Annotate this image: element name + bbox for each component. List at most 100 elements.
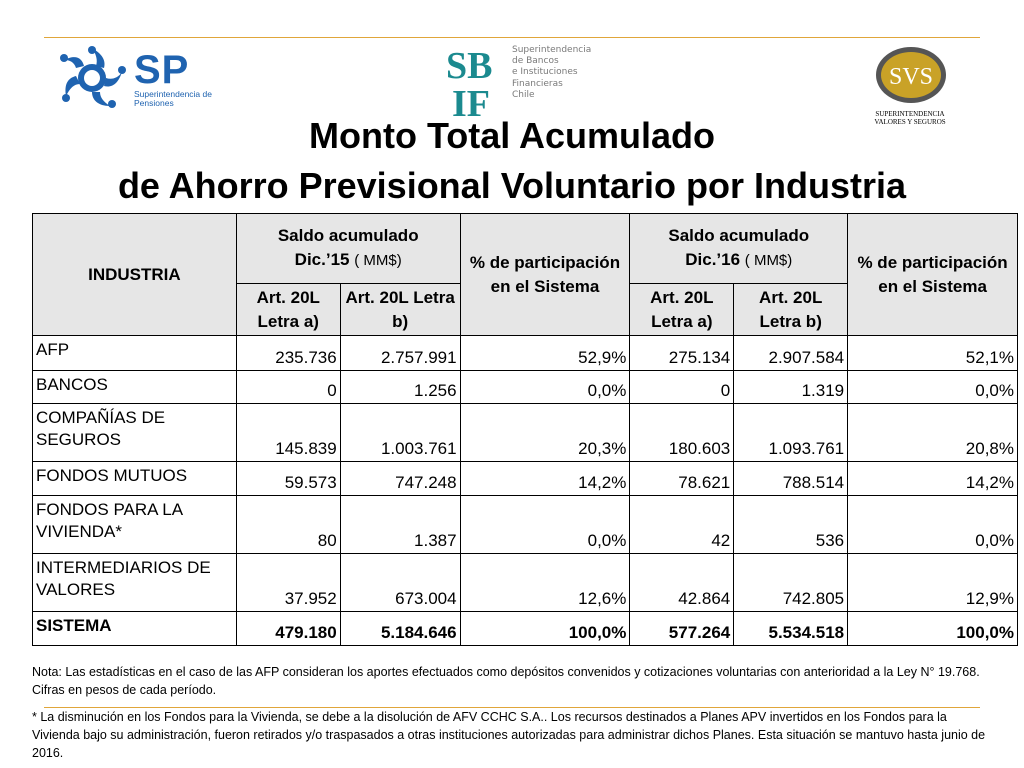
page-title-line1: Monto Total Acumulado — [309, 115, 715, 156]
header-saldo-2015: Saldo acumulado Dic.’15 ( MM$) — [235, 213, 461, 284]
header-saldo-2016-line2: Dic.’16 ( MM$) — [633, 248, 844, 273]
table-row: FONDOS MUTUOS 59.573 747.248 14,2% 78.621 788… — [32, 461, 1018, 496]
svs-sub-line: VALORES Y SEGUROS — [874, 118, 946, 126]
saldo-2016-b-cell: 1.093.761 — [733, 403, 849, 462]
page-title-line2: de Ahorro Previsional Voluntario por Ind… — [117, 165, 907, 206]
industry-cell: COMPAÑÍAS DE SEGUROS — [32, 403, 237, 462]
table-row: FONDOS PARA LA VIVIENDA* 80 1.387 0,0% 42 536… — [32, 495, 1018, 554]
sp-people-ring-icon — [60, 46, 126, 108]
svs-emblem-icon: SVS — [876, 47, 946, 103]
sbif-sub-line: Superintendencia — [512, 45, 592, 55]
saldo-2015-a-cell: 145.839 — [235, 403, 341, 462]
header-saldo-2016-date: Dic.’16 — [685, 250, 741, 269]
note-afp: Nota: Las estadísticas en el caso de las… — [32, 665, 980, 697]
industry-cell: INTERMEDIARIOS DE VALORES — [32, 553, 237, 612]
header-art20l-b-2015: Art. 20L Letra b) — [339, 283, 461, 336]
header-saldo-2016-unit: ( MM$) — [744, 252, 793, 269]
sbif-sub-line: Chile — [512, 89, 535, 100]
participacion-2015-cell: 52,9% — [459, 335, 631, 371]
sbif-sub-line: de Bancos — [512, 56, 559, 67]
saldo-2016-a-cell: 42.864 — [629, 553, 735, 612]
header-saldo-2016-line1: Saldo acumulado — [668, 226, 810, 245]
sbif-logo-subtitle: Superintendencia de Bancos e Institucion… — [512, 45, 592, 101]
table-row: AFP 235.736 2.757.991 52,9% 275.134 2.907.584… — [32, 335, 1018, 371]
header-saldo-2015-date: Dic.’15 — [294, 250, 350, 269]
participacion-2016-cell: 100,0% — [847, 611, 1018, 646]
participacion-2016-cell: 12,9% — [847, 553, 1018, 612]
saldo-2016-b-cell: 742.805 — [733, 553, 849, 612]
table-body: AFP 235.736 2.757.991 52,9% 275.134 2.907.584… — [32, 335, 1018, 646]
participacion-2016-cell: 0,0% — [847, 495, 1018, 554]
participacion-2016-cell: 52,1% — [847, 335, 1018, 371]
svg-text:IF: IF — [452, 83, 490, 118]
saldo-2015-a-cell: 80 — [235, 495, 341, 554]
saldo-2015-b-cell: 1.256 — [339, 370, 461, 404]
saldo-2016-a-cell: 0 — [629, 370, 735, 404]
participacion-2016-cell: 14,2% — [847, 461, 1018, 496]
header-saldo-2015-unit: ( MM$) — [354, 252, 402, 269]
saldo-2015-b-cell: 5.184.646 — [339, 611, 461, 646]
svs-logo: SVS SUPERINTENDENCIA VALORES Y SEGUROS — [870, 44, 950, 132]
header-industria: INDUSTRIA — [32, 213, 237, 336]
saldo-2015-a-cell: 59.573 — [235, 461, 341, 496]
sbif-monogram-icon: SB IF — [446, 45, 492, 118]
table-row: BANCOS 0 1.256 0,0% 0 1.319 0,0% — [32, 370, 1018, 404]
saldo-2015-b-cell: 1.387 — [339, 495, 461, 554]
participacion-2015-cell: 0,0% — [459, 370, 631, 404]
saldo-2015-b-cell: 2.757.991 — [339, 335, 461, 371]
svg-text:SB: SB — [446, 45, 492, 87]
note-vivienda: * La disminución en los Fondos para la V… — [32, 710, 986, 760]
saldo-2015-b-cell: 1.003.761 — [339, 403, 461, 462]
saldo-2015-a-cell: 0 — [235, 370, 341, 404]
saldo-2015-b-cell: 747.248 — [339, 461, 461, 496]
header-saldo-2016: Saldo acumulado Dic.’16 ( MM$) — [629, 213, 849, 284]
saldo-2016-b-cell: 5.534.518 — [733, 611, 849, 646]
saldo-2015-a-cell: 235.736 — [235, 335, 341, 371]
top-rule — [44, 37, 980, 38]
svs-logo-subtitle: SUPERINTENDENCIA VALORES Y SEGUROS — [870, 110, 950, 126]
svg-text:SVS: SVS — [889, 64, 933, 90]
saldo-2016-b-cell: 788.514 — [733, 461, 849, 496]
participacion-2015-cell: 100,0% — [459, 611, 631, 646]
participacion-2015-cell: 12,6% — [459, 553, 631, 612]
sbif-sub-line: Financieras — [512, 78, 563, 89]
sbif-logo: SB IF Superintendencia de Bancos e Insti… — [446, 44, 591, 120]
sp-logo: SP Superintendencia de Pensiones — [58, 44, 218, 112]
sp-logo-text: SP — [134, 48, 190, 92]
table-row: SISTEMA 479.180 5.184.646 100,0% 577.264 5.53… — [32, 611, 1018, 646]
saldo-2016-a-cell: 78.621 — [629, 461, 735, 496]
header-art20l-a-2016: Art. 20L Letra a) — [629, 283, 735, 336]
participacion-2015-cell: 0,0% — [459, 495, 631, 554]
table-row: INTERMEDIARIOS DE VALORES 37.952 673.004 12… — [32, 553, 1018, 612]
saldo-2016-b-cell: 1.319 — [733, 370, 849, 404]
saldo-2015-a-cell: 479.180 — [235, 611, 341, 646]
header-saldo-2015-line1: Saldo acumulado — [277, 226, 419, 245]
saldo-2016-b-cell: 536 — [733, 495, 849, 554]
industry-cell: AFP — [32, 335, 237, 371]
header-art20l-a-2015: Art. 20L Letra a) — [235, 283, 341, 336]
industry-cell: SISTEMA — [32, 611, 237, 646]
sp-logo-subtitle: Superintendencia de Pensiones — [134, 89, 212, 108]
participacion-2015-cell: 20,3% — [459, 403, 631, 462]
saldo-2016-a-cell: 42 — [629, 495, 735, 554]
industry-cell: BANCOS — [32, 370, 237, 404]
saldo-2016-a-cell: 275.134 — [629, 335, 735, 371]
svs-sub-line: SUPERINTENDENCIA — [875, 110, 945, 118]
header-participacion-2016: % de participación en el Sistema — [847, 213, 1018, 336]
saldo-2016-b-cell: 2.907.584 — [733, 335, 849, 371]
table-row: COMPAÑÍAS DE SEGUROS 145.839 1.003.761 20,3… — [32, 403, 1018, 462]
bottom-rule — [44, 707, 980, 708]
participacion-2015-cell: 14,2% — [459, 461, 631, 496]
industry-cell: FONDOS MUTUOS — [32, 461, 237, 496]
apv-industry-table: INDUSTRIA Saldo acumulado Dic.’15 ( MM$)… — [32, 213, 1018, 646]
header-art20l-b-2016: Art. 20L Letra b) — [733, 283, 849, 336]
participacion-2016-cell: 0,0% — [847, 370, 1018, 404]
sbif-sub-line: e Instituciones — [512, 67, 578, 78]
saldo-2015-a-cell: 37.952 — [235, 553, 341, 612]
saldo-2015-b-cell: 673.004 — [339, 553, 461, 612]
header-saldo-2015-line2: Dic.’15 ( MM$) — [240, 248, 457, 273]
saldo-2016-a-cell: 577.264 — [629, 611, 735, 646]
participacion-2016-cell: 20,8% — [847, 403, 1018, 462]
saldo-2016-a-cell: 180.603 — [629, 403, 735, 462]
industry-cell: FONDOS PARA LA VIVIENDA* — [32, 495, 237, 554]
